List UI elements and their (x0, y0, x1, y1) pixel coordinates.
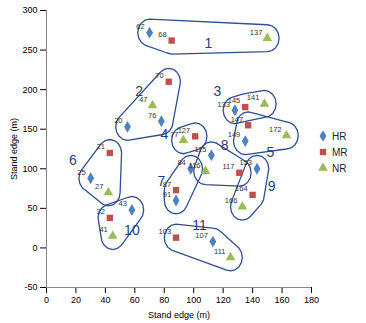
svg-text:8: 8 (221, 137, 229, 153)
svg-text:100: 100 (22, 164, 37, 174)
svg-text:127: 127 (178, 126, 191, 135)
svg-text:149: 149 (228, 130, 241, 139)
svg-text:76: 76 (148, 111, 156, 120)
svg-text:111: 111 (214, 247, 225, 256)
svg-text:11: 11 (192, 217, 207, 233)
svg-text:62: 62 (136, 22, 144, 31)
svg-text:3: 3 (213, 83, 221, 99)
svg-text:32: 32 (96, 207, 104, 216)
svg-text:141: 141 (247, 93, 260, 102)
svg-text:180: 180 (304, 295, 319, 305)
svg-text:145: 145 (228, 96, 241, 105)
svg-text:0: 0 (44, 295, 49, 305)
svg-text:120: 120 (216, 295, 231, 305)
svg-text:77: 77 (170, 130, 178, 139)
svg-text:115: 115 (194, 145, 206, 154)
svg-text:6: 6 (69, 152, 77, 168)
svg-text:7: 7 (157, 173, 165, 189)
svg-text:20: 20 (114, 116, 122, 125)
svg-text:84: 84 (177, 158, 185, 167)
html-text:MR: MR (332, 146, 348, 158)
svg-text:2: 2 (135, 83, 143, 99)
svg-text:41: 41 (99, 225, 107, 234)
svg-text:4: 4 (160, 126, 168, 142)
svg-text:25: 25 (77, 168, 85, 177)
svg-text:100: 100 (186, 295, 201, 305)
svg-text:133: 133 (217, 99, 230, 109)
svg-text:103: 103 (159, 227, 172, 236)
svg-text:10: 10 (124, 222, 140, 238)
svg-text:21: 21 (96, 142, 104, 151)
svg-text:40: 40 (100, 295, 110, 305)
svg-text:91: 91 (163, 190, 171, 199)
svg-text:166: 166 (225, 196, 238, 205)
svg-text:172: 172 (269, 125, 282, 134)
svg-text:9: 9 (268, 178, 276, 194)
svg-text:117: 117 (222, 162, 234, 171)
svg-text:5: 5 (266, 144, 274, 160)
svg-text:116: 116 (189, 161, 201, 170)
html-text:HR: HR (332, 130, 347, 142)
svg-text:87: 87 (162, 179, 172, 189)
svg-text:150: 150 (22, 124, 37, 134)
svg-text:107: 107 (195, 231, 208, 240)
svg-text:140: 140 (245, 295, 260, 305)
svg-text:70: 70 (155, 71, 163, 80)
svg-text:60: 60 (130, 295, 140, 305)
svg-text:Stand edge (m): Stand edge (m) (9, 118, 19, 180)
svg-text:153: 153 (240, 158, 253, 167)
html-text:NR: NR (332, 162, 347, 174)
svg-text:50: 50 (27, 203, 37, 213)
svg-text:68: 68 (158, 30, 166, 39)
svg-text:47: 47 (139, 94, 148, 104)
svg-text:137: 137 (250, 28, 263, 37)
svg-text:20: 20 (71, 295, 81, 305)
svg-text:200: 200 (22, 85, 37, 95)
svg-text:-50: -50 (24, 282, 37, 292)
svg-text:0: 0 (32, 243, 37, 253)
svg-text:147: 147 (231, 115, 244, 124)
svg-text:1: 1 (205, 35, 213, 51)
svg-text:160: 160 (275, 295, 290, 305)
svg-text:43: 43 (119, 199, 127, 208)
svg-text:Stand edge (m): Stand edge (m) (148, 310, 210, 320)
svg-text:27: 27 (95, 182, 103, 191)
svg-text:80: 80 (159, 295, 169, 305)
svg-text:164: 164 (235, 184, 248, 193)
svg-text:300: 300 (22, 5, 37, 15)
svg-text:250: 250 (22, 45, 37, 55)
